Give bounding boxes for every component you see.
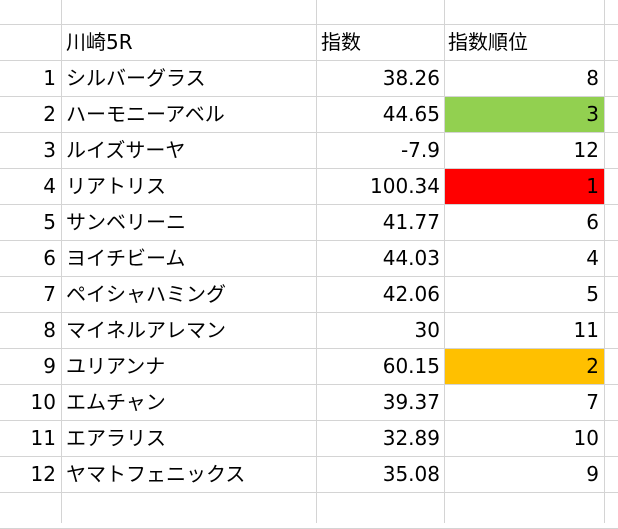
score-cell[interactable]: -7.9 (400, 138, 440, 162)
rank-cell[interactable]: 3 (586, 102, 599, 126)
row-number-cell[interactable]: 11 (30, 426, 56, 450)
column-gridline (604, 0, 605, 523)
row-gridline (0, 420, 618, 421)
row-gridline (0, 204, 618, 205)
row-gridline (0, 276, 618, 277)
horse-name-cell[interactable]: ハーモニーアベル (66, 102, 225, 126)
score-cell[interactable]: 60.15 (382, 354, 440, 378)
column-gridline (61, 0, 62, 523)
rank-highlight-fill (445, 97, 604, 132)
header-cell-score[interactable]: 指数 (321, 30, 361, 54)
score-cell[interactable]: 30 (414, 318, 440, 342)
rank-cell[interactable]: 2 (586, 354, 599, 378)
rank-cell[interactable]: 6 (586, 210, 599, 234)
score-cell[interactable]: 39.37 (382, 390, 440, 414)
header-cell-name[interactable]: 川崎5R (66, 30, 133, 54)
rank-cell[interactable]: 5 (586, 282, 599, 306)
score-cell[interactable]: 32.89 (382, 426, 440, 450)
row-number-cell[interactable]: 8 (43, 318, 56, 342)
row-number-cell[interactable]: 4 (43, 174, 56, 198)
rank-cell[interactable]: 12 (573, 138, 599, 162)
horse-name-cell[interactable]: リアトリス (66, 174, 166, 198)
score-cell[interactable]: 41.77 (382, 210, 440, 234)
rank-highlight-fill (445, 349, 604, 384)
row-gridline (0, 96, 618, 97)
horse-name-cell[interactable]: ヤマトフェニックス (66, 462, 246, 486)
score-cell[interactable]: 42.06 (382, 282, 440, 306)
row-number-cell[interactable]: 3 (43, 138, 56, 162)
horse-name-cell[interactable]: ヨイチビーム (66, 246, 186, 270)
score-cell[interactable]: 44.03 (382, 246, 440, 270)
rank-cell[interactable]: 7 (586, 390, 599, 414)
row-number-cell[interactable]: 5 (43, 210, 56, 234)
row-gridline (0, 492, 618, 493)
rank-highlight-fill (445, 169, 604, 204)
score-cell[interactable]: 100.34 (370, 174, 440, 198)
horse-name-cell[interactable]: マイネルアレマン (66, 318, 226, 342)
rank-cell[interactable]: 8 (586, 66, 599, 90)
row-number-cell[interactable]: 2 (43, 102, 56, 126)
row-number-cell[interactable]: 1 (43, 66, 56, 90)
row-gridline (0, 240, 618, 241)
row-gridline (0, 60, 618, 61)
horse-name-cell[interactable]: エムチャン (66, 390, 166, 414)
row-gridline (0, 24, 618, 25)
horse-name-cell[interactable]: サンベリーニ (66, 210, 186, 234)
rank-cell[interactable]: 1 (586, 174, 599, 198)
row-number-cell[interactable]: 12 (30, 462, 56, 486)
score-cell[interactable]: 38.26 (382, 66, 440, 90)
row-gridline (0, 132, 618, 133)
row-number-cell[interactable]: 10 (30, 390, 56, 414)
rank-cell[interactable]: 9 (586, 462, 599, 486)
row-gridline (0, 384, 618, 385)
row-gridline (0, 456, 618, 457)
horse-name-cell[interactable]: ユリアンナ (66, 354, 166, 378)
row-number-cell[interactable]: 6 (43, 246, 56, 270)
score-cell[interactable]: 35.08 (382, 462, 440, 486)
row-gridline (0, 168, 618, 169)
column-gridline (444, 0, 445, 523)
horse-name-cell[interactable]: シルバーグラス (66, 66, 206, 90)
rank-cell[interactable]: 10 (573, 426, 599, 450)
row-gridline (0, 348, 618, 349)
score-cell[interactable]: 44.65 (382, 102, 440, 126)
row-number-cell[interactable]: 7 (43, 282, 56, 306)
horse-name-cell[interactable]: エアラリス (66, 426, 166, 450)
rank-cell[interactable]: 4 (586, 246, 599, 270)
horse-name-cell[interactable]: ルイズサーヤ (66, 138, 186, 162)
horse-name-cell[interactable]: ペイシャハミング (66, 282, 226, 306)
column-gridline (316, 0, 317, 523)
header-cell-rank[interactable]: 指数順位 (448, 30, 528, 54)
row-gridline (0, 312, 618, 313)
row-number-cell[interactable]: 9 (43, 354, 56, 378)
rank-cell[interactable]: 11 (573, 318, 599, 342)
